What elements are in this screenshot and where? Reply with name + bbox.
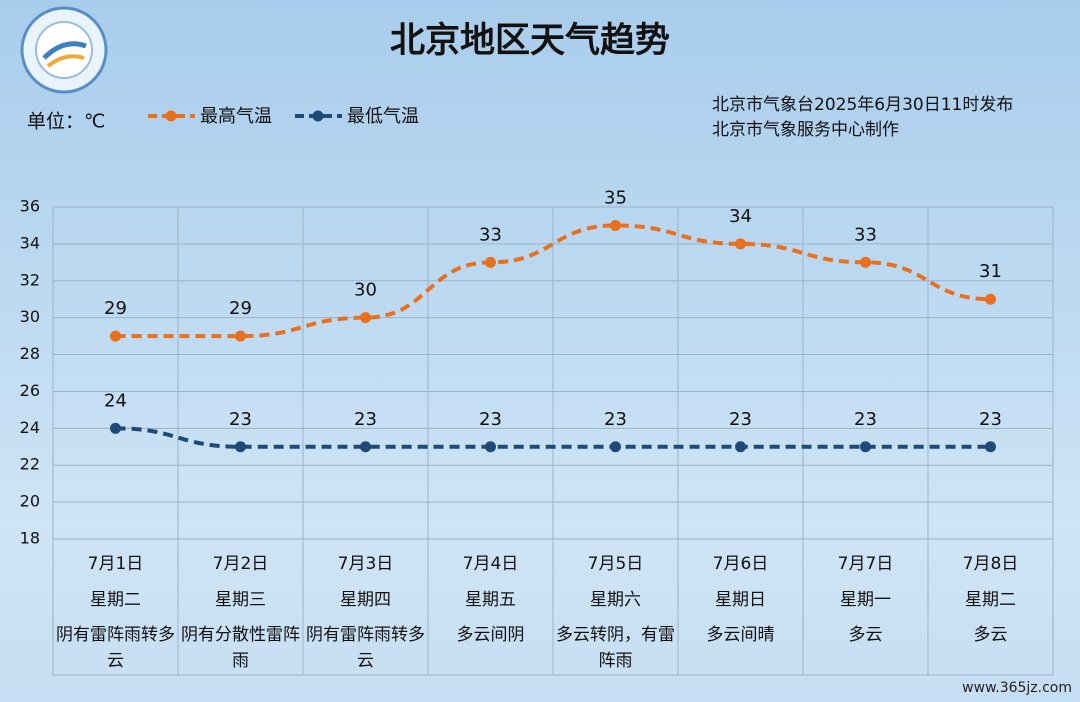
data-point [985,441,996,453]
data-point [110,330,121,342]
data-point [485,256,496,268]
y-tick-label: 24 [20,418,40,437]
weekday-label: 星期二 [965,590,1016,610]
data-point [110,422,121,434]
weather-label: 阴有分散性雷阵雨 [181,625,300,671]
weekday-label: 星期日 [715,590,766,610]
weather-label: 阴有雷阵雨转多云 [56,625,175,671]
data-point [860,441,871,453]
weekday-label: 星期二 [90,590,141,610]
y-tick-label: 34 [20,233,40,252]
data-label: 23 [354,409,377,430]
y-tick-label: 32 [20,270,40,289]
weather-label: 多云 [973,625,1008,645]
data-label: 24 [104,390,127,411]
legend-marker [312,110,324,122]
data-point [735,238,746,250]
data-label: 30 [354,280,377,301]
data-point [610,441,621,453]
publisher-note: 北京市气象服务中心制作 [712,120,899,140]
data-point [485,441,496,453]
data-point [235,330,246,342]
weekday-label: 星期三 [215,590,266,610]
weather-label: 多云 [848,625,883,645]
y-tick-label: 36 [20,197,40,216]
data-point [360,312,371,324]
series-line [115,426,991,449]
x-tick-label: 7月1日 [88,554,144,574]
legend-label: 最高气温 [200,106,272,127]
y-tick-label: 30 [20,307,40,326]
data-label: 29 [104,298,127,319]
data-label: 23 [854,409,877,430]
y-tick-label: 28 [20,344,40,363]
weekday-label: 星期五 [465,590,516,610]
weather-label: 多云转阴，有雷阵雨 [556,625,675,671]
weekday-label: 星期四 [340,590,391,610]
weekday-label: 星期六 [590,590,641,610]
data-label: 23 [979,409,1002,430]
y-tick-label: 20 [20,492,40,511]
data-label: 23 [229,409,252,430]
data-point [360,441,371,453]
weekday-label: 星期一 [840,590,891,610]
data-label: 23 [479,409,502,430]
data-point [735,441,746,453]
unit-label: 单位：℃ [27,111,105,133]
chart-title: 北京地区天气趋势 [390,20,670,61]
x-tick-label: 7月3日 [338,554,394,574]
logo [20,6,108,94]
y-tick-label: 26 [20,381,40,400]
legend-label: 最低气温 [347,106,419,127]
watermark: www.365jz.com [962,680,1072,696]
weather-label: 阴有雷阵雨转多云 [306,625,425,671]
weather-label: 多云间阴 [456,625,525,645]
legend-marker [165,110,177,122]
data-point [985,293,996,305]
data-point [860,256,871,268]
publisher-note: 北京市气象台2025年6月30日11时发布 [712,95,1013,115]
data-label: 33 [479,224,502,245]
data-point [235,441,246,453]
series-line [115,223,991,339]
x-tick-label: 7月5日 [588,554,644,574]
data-point [610,219,621,231]
data-label: 35 [604,187,627,208]
x-tick-label: 7月7日 [838,554,894,574]
data-label: 29 [229,298,252,319]
data-label: 23 [604,409,627,430]
x-tick-label: 7月8日 [963,554,1019,574]
data-label: 31 [979,261,1002,282]
x-tick-label: 7月6日 [713,554,769,574]
x-tick-label: 7月4日 [463,554,519,574]
y-tick-label: 22 [20,455,40,474]
data-label: 23 [729,409,752,430]
data-label: 34 [729,206,752,227]
data-label: 33 [854,224,877,245]
y-tick-label: 18 [20,529,40,548]
weather-label: 多云间晴 [706,625,775,645]
x-tick-label: 7月2日 [213,554,269,574]
